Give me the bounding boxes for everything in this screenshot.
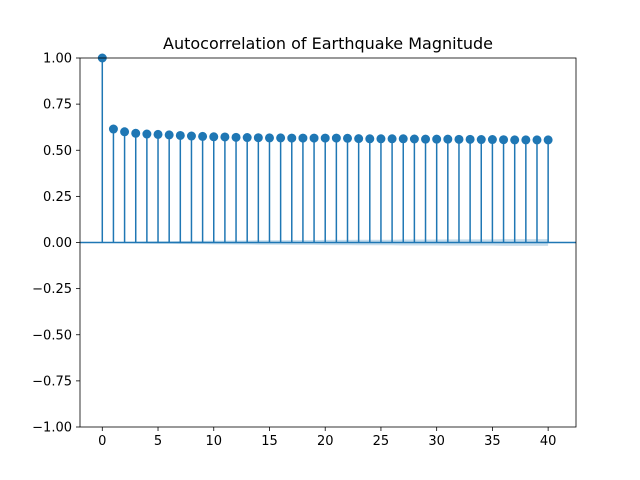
y-tick-label: −0.50 xyxy=(32,328,72,343)
marker-lag-40 xyxy=(543,135,553,145)
y-tick-label: 0.75 xyxy=(43,98,72,113)
y-tick-label: −1.00 xyxy=(32,421,72,436)
marker-lag-30 xyxy=(432,134,442,144)
marker-lag-32 xyxy=(454,134,464,144)
y-tick-label: 0.00 xyxy=(43,236,72,251)
marker-lag-23 xyxy=(354,134,364,144)
marker-lag-37 xyxy=(510,135,520,145)
y-tick-label: −0.75 xyxy=(32,374,72,389)
marker-lag-4 xyxy=(142,129,152,139)
marker-lag-38 xyxy=(521,135,531,145)
marker-lag-11 xyxy=(220,132,230,142)
x-tick-label: 40 xyxy=(540,434,557,449)
marker-lag-29 xyxy=(421,134,431,144)
marker-lag-22 xyxy=(343,133,353,143)
marker-lag-36 xyxy=(499,135,509,145)
marker-lag-6 xyxy=(164,130,174,140)
marker-lag-39 xyxy=(532,135,542,145)
marker-lag-19 xyxy=(309,133,319,143)
y-axis: −1.00 −0.75 −0.50 −0.25 0.00 0.25 0.50 0.75 1.00 xyxy=(32,52,80,436)
y-tick-label: −0.25 xyxy=(32,282,72,297)
marker-lag-27 xyxy=(398,134,408,144)
marker-lag-17 xyxy=(287,133,297,143)
x-tick-label: 0 xyxy=(98,434,106,449)
x-tick-label: 15 xyxy=(261,434,278,449)
x-tick-label: 20 xyxy=(317,434,334,449)
x-axis: 0 5 10 15 20 25 30 35 40 xyxy=(98,427,556,449)
marker-lag-8 xyxy=(186,131,196,141)
marker-lag-3 xyxy=(131,128,141,138)
x-tick-label: 30 xyxy=(428,434,445,449)
marker-lag-28 xyxy=(409,134,419,144)
marker-lag-7 xyxy=(175,130,185,140)
y-tick-label: 1.00 xyxy=(43,52,72,67)
marker-lag-16 xyxy=(276,133,286,143)
marker-lag-34 xyxy=(476,135,486,145)
marker-lag-24 xyxy=(365,134,375,144)
marker-lag-31 xyxy=(443,134,453,144)
marker-lag-21 xyxy=(331,133,341,143)
marker-layer xyxy=(97,53,553,145)
y-tick-label: 0.25 xyxy=(43,190,72,205)
marker-lag-5 xyxy=(153,129,163,139)
marker-lag-13 xyxy=(242,133,252,143)
x-tick-label: 35 xyxy=(484,434,501,449)
marker-lag-1 xyxy=(108,124,118,134)
marker-lag-18 xyxy=(298,133,308,143)
marker-lag-26 xyxy=(387,134,397,144)
marker-lag-15 xyxy=(264,133,274,143)
marker-lag-14 xyxy=(253,133,263,143)
marker-lag-33 xyxy=(465,134,475,144)
marker-lag-25 xyxy=(376,134,386,144)
chart-title: Autocorrelation of Earthquake Magnitude xyxy=(163,34,493,53)
x-tick-label: 5 xyxy=(154,434,162,449)
marker-lag-20 xyxy=(320,133,330,143)
x-tick-label: 10 xyxy=(205,434,222,449)
marker-lag-9 xyxy=(198,131,208,141)
marker-lag-2 xyxy=(120,127,130,137)
marker-lag-35 xyxy=(487,135,497,145)
x-tick-label: 25 xyxy=(373,434,390,449)
marker-lag-12 xyxy=(231,132,241,142)
stem-layer xyxy=(101,58,549,243)
marker-lag-10 xyxy=(209,132,219,142)
y-tick-label: 0.50 xyxy=(43,144,72,159)
